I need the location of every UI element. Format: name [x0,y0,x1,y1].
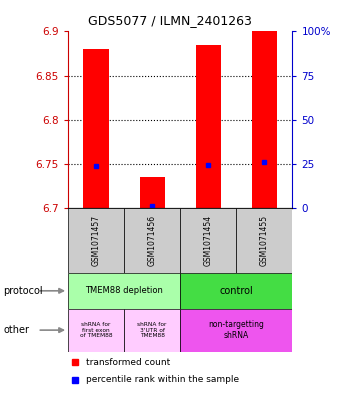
Text: non-targetting
shRNA: non-targetting shRNA [208,320,264,340]
Text: shRNA for
3'UTR of
TMEM88: shRNA for 3'UTR of TMEM88 [137,322,167,338]
Bar [195,45,221,208]
Text: shRNA for
first exon
of TMEM88: shRNA for first exon of TMEM88 [80,322,112,338]
Bar [180,208,236,273]
Bar [180,273,292,309]
Text: percentile rank within the sample: percentile rank within the sample [86,375,239,384]
Text: control: control [219,286,253,296]
Text: GSM1071456: GSM1071456 [148,215,157,266]
Bar [68,309,124,352]
Bar [68,208,124,273]
Text: GSM1071454: GSM1071454 [204,215,213,266]
Bar [124,208,180,273]
Text: other: other [3,325,29,335]
Bar [252,31,277,208]
Text: GSM1071457: GSM1071457 [91,215,101,266]
Bar [236,208,292,273]
Text: GDS5077 / ILMN_2401263: GDS5077 / ILMN_2401263 [88,14,252,27]
Bar [83,49,109,208]
Text: protocol: protocol [3,286,43,296]
Bar [180,309,292,352]
Bar [139,177,165,208]
Bar [124,309,180,352]
Text: transformed count: transformed count [86,358,170,367]
Text: GSM1071455: GSM1071455 [260,215,269,266]
Bar [68,273,180,309]
Text: TMEM88 depletion: TMEM88 depletion [85,286,163,295]
